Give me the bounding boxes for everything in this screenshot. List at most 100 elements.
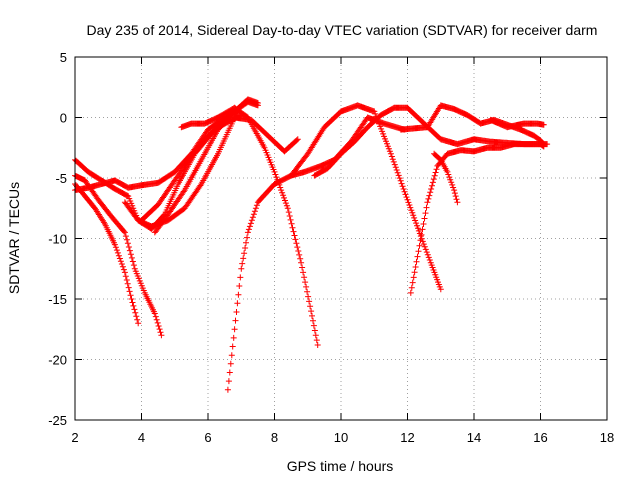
data-point [391, 161, 398, 168]
data-point [277, 184, 284, 191]
data-point [111, 241, 118, 248]
data-point [412, 217, 419, 224]
data-point [392, 164, 399, 171]
data-series-arc-14 [397, 102, 547, 148]
x-tick-label: 14 [467, 430, 481, 445]
data-point [129, 258, 136, 265]
data-point [238, 265, 245, 272]
data-point [126, 288, 133, 295]
data-point [398, 180, 405, 187]
data-series-arc-1 [72, 172, 165, 339]
data-point [237, 274, 244, 281]
data-series-arc-13 [431, 150, 461, 206]
data-point [287, 216, 294, 223]
data-point [283, 202, 290, 209]
data-point [540, 121, 547, 128]
data-point [403, 194, 410, 201]
data-point [288, 220, 295, 227]
data-point [307, 303, 314, 310]
data-point [540, 141, 547, 148]
data-point [407, 204, 414, 211]
data-point [424, 199, 431, 206]
x-tick-label: 12 [400, 430, 414, 445]
data-point [229, 343, 236, 350]
data-point [429, 179, 436, 186]
data-point [393, 167, 400, 173]
data-point [300, 269, 307, 276]
data-point [273, 174, 280, 181]
y-tick-label: 0 [60, 111, 67, 126]
data-point [154, 319, 161, 326]
data-point [389, 156, 396, 163]
data-point [234, 300, 241, 307]
data-point [120, 266, 127, 273]
data-point [133, 313, 140, 320]
data-point [437, 286, 444, 293]
data-point [122, 233, 129, 240]
data-point [281, 194, 287, 201]
data-point [155, 323, 162, 329]
data-point [247, 220, 254, 227]
data-point [451, 190, 458, 197]
data-point [452, 193, 459, 200]
data-point [254, 100, 261, 106]
data-point [232, 317, 239, 324]
data-point [235, 291, 242, 298]
data-point [231, 326, 238, 333]
data-point [424, 251, 431, 258]
data-point [271, 168, 278, 175]
y-tick-label: -20 [48, 353, 67, 368]
data-point [402, 191, 409, 198]
data-point [118, 261, 125, 267]
data-point [295, 248, 302, 254]
data-point [309, 312, 315, 319]
data-point [410, 274, 417, 281]
data-point [253, 202, 260, 209]
x-tick-label: 10 [334, 430, 348, 445]
data-point [158, 332, 165, 339]
data-point [304, 288, 311, 295]
data-point [244, 234, 250, 241]
data-point [122, 273, 129, 280]
data-point [416, 242, 423, 249]
data-point [286, 213, 293, 219]
data-point [296, 251, 303, 258]
data-point [244, 229, 251, 236]
data-point [406, 202, 413, 208]
data-point [279, 189, 286, 196]
data-point [453, 196, 460, 203]
y-tick-label: 5 [60, 50, 67, 65]
data-point [421, 243, 428, 250]
data-point [407, 289, 414, 296]
data-point [151, 310, 158, 317]
y-tick-label: -10 [48, 232, 67, 247]
data-point [410, 212, 417, 219]
data-point [272, 171, 279, 178]
data-point [225, 378, 232, 385]
data-point [242, 245, 249, 251]
data-series-arc-9 [224, 114, 408, 393]
data-point [426, 257, 433, 263]
data-point [294, 244, 301, 251]
data-point [423, 249, 430, 256]
data-point [124, 280, 131, 287]
data-point [297, 255, 304, 262]
data-point [433, 166, 440, 173]
data-point [420, 241, 427, 248]
data-point [233, 309, 240, 315]
data-point [395, 172, 402, 179]
data-point [414, 253, 421, 260]
data-point [115, 252, 122, 259]
data-point [131, 306, 138, 313]
data-point [134, 316, 141, 323]
data-point [299, 264, 306, 271]
data-series-arc-5 [121, 114, 301, 230]
data-point [312, 332, 319, 339]
y-tick-label: -15 [48, 292, 67, 307]
data-point [422, 246, 429, 253]
data-point [282, 200, 289, 207]
data-point [228, 352, 235, 359]
y-tick-labels: 5 0 -5 -10 -15 -20 -25 [48, 50, 67, 428]
data-series-arc-11 [311, 104, 551, 179]
data-point [153, 316, 160, 323]
